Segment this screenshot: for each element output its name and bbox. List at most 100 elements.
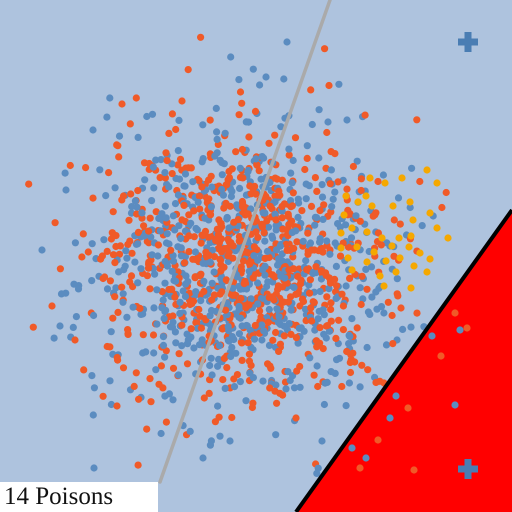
- class-b-point: [168, 267, 176, 275]
- class-a-point: [338, 382, 346, 391]
- class-b-point: [206, 441, 214, 449]
- class-b-point: [261, 209, 269, 217]
- poison-point: [348, 224, 356, 232]
- class-a-point: [235, 111, 243, 119]
- class-b-point: [314, 464, 322, 472]
- class-b-point: [345, 331, 353, 339]
- class-a-point: [66, 161, 74, 170]
- class-a-point: [298, 295, 307, 303]
- class-a-point: [157, 362, 165, 370]
- class-a-point: [396, 220, 404, 228]
- class-b-point: [50, 334, 58, 342]
- class-b-point: [366, 310, 374, 318]
- class-a-point: [138, 214, 146, 222]
- class-a-point: [236, 88, 245, 96]
- class-a-point: [237, 294, 245, 303]
- class-a-point: [178, 97, 186, 105]
- class-b-point: [288, 179, 296, 187]
- class-b-point: [224, 323, 232, 331]
- class-a-point: [97, 255, 105, 263]
- class-b-point: [283, 38, 291, 46]
- class-a-point: [79, 230, 87, 238]
- class-a-point: [82, 164, 90, 172]
- class-a-point: [218, 288, 226, 296]
- class-a-point: [48, 302, 56, 310]
- class-b-point: [232, 349, 240, 357]
- poison-point: [444, 234, 452, 242]
- class-b-point: [199, 121, 207, 129]
- class-b-point: [236, 164, 244, 172]
- class-b-point: [324, 118, 332, 126]
- class-b-point: [393, 275, 401, 283]
- class-b-point: [179, 287, 187, 295]
- class-a-point: [325, 81, 333, 90]
- class-a-point: [205, 176, 213, 184]
- class-b-point: [177, 252, 185, 260]
- class-a-point: [410, 466, 418, 474]
- class-b-point: [161, 392, 169, 400]
- class-a-point: [109, 251, 118, 259]
- class-b-point: [90, 464, 98, 472]
- class-a-point: [192, 319, 200, 327]
- class-a-point: [146, 214, 154, 222]
- class-a-point: [139, 331, 147, 339]
- class-b-point: [229, 284, 237, 292]
- class-b-point: [137, 265, 145, 273]
- class-a-point: [263, 217, 271, 225]
- class-a-point: [216, 255, 224, 263]
- class-b-point: [258, 321, 266, 329]
- class-b-point: [261, 271, 269, 279]
- class-b-point: [161, 353, 169, 361]
- class-b-point: [294, 195, 302, 203]
- class-b-point: [373, 305, 381, 313]
- class-a-point: [327, 299, 335, 307]
- class-b-point: [268, 232, 276, 240]
- class-a-point: [372, 378, 380, 387]
- class-b-point: [394, 194, 403, 202]
- class-b-point: [318, 193, 327, 201]
- class-a-point: [312, 263, 320, 271]
- class-a-point: [210, 253, 219, 261]
- class-a-point: [176, 155, 185, 163]
- class-a-point: [271, 387, 279, 395]
- class-a-point: [134, 228, 142, 236]
- poison-point: [407, 284, 415, 292]
- class-b-point: [287, 306, 295, 314]
- class-a-point: [115, 250, 124, 258]
- class-b-point: [129, 303, 137, 311]
- class-b-point: [147, 233, 155, 241]
- class-b-point: [115, 132, 124, 140]
- class-b-point: [163, 230, 171, 238]
- class-a-point: [119, 364, 128, 372]
- class-a-point: [266, 384, 274, 392]
- class-a-point: [278, 176, 286, 184]
- class-a-point: [113, 402, 121, 410]
- poison-point: [353, 243, 361, 251]
- class-b-point: [228, 187, 236, 195]
- class-a-point: [339, 326, 347, 334]
- class-a-point: [245, 133, 253, 141]
- class-a-point: [276, 340, 284, 348]
- class-a-point: [224, 235, 232, 243]
- class-a-point: [155, 380, 163, 388]
- class-b-point: [206, 239, 214, 247]
- class-b-point: [356, 284, 364, 292]
- class-a-point: [118, 100, 126, 108]
- class-a-point: [319, 248, 327, 256]
- class-b-point: [347, 234, 356, 242]
- poison-point: [368, 202, 376, 210]
- class-b-point: [159, 333, 167, 341]
- class-a-point: [162, 418, 170, 426]
- class-a-point: [169, 312, 177, 320]
- class-b-point: [250, 335, 259, 343]
- class-b-point: [123, 313, 131, 321]
- class-a-point: [165, 129, 173, 137]
- class-a-point: [190, 207, 198, 215]
- class-a-point: [215, 413, 223, 421]
- class-b-point: [198, 336, 206, 344]
- class-b-point: [106, 377, 114, 385]
- class-a-point: [238, 339, 246, 347]
- class-b-point: [197, 297, 205, 305]
- class-b-point: [150, 184, 158, 192]
- class-a-point: [270, 296, 278, 304]
